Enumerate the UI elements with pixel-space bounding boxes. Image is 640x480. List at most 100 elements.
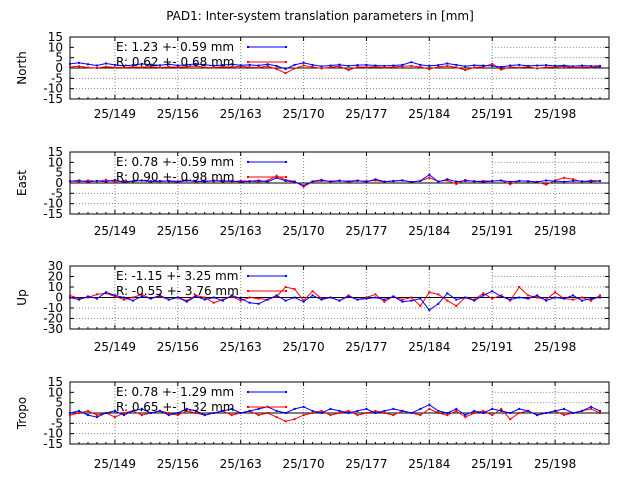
data-point-e bbox=[563, 297, 566, 300]
data-point-e bbox=[293, 180, 296, 183]
data-point-r bbox=[437, 412, 440, 414]
data-point-e bbox=[509, 412, 512, 414]
data-point-e bbox=[428, 173, 431, 176]
data-point-r bbox=[275, 416, 278, 419]
x-tick-label: 25/184 bbox=[408, 224, 450, 238]
data-point-r bbox=[518, 66, 521, 69]
data-point-e bbox=[419, 179, 422, 182]
data-point-e bbox=[69, 62, 71, 65]
series-line-e bbox=[69, 404, 601, 418]
data-point-e bbox=[374, 296, 377, 299]
data-point-r bbox=[428, 407, 431, 410]
legend-marker bbox=[285, 406, 287, 408]
x-tick-label: 25/177 bbox=[345, 457, 387, 471]
data-point-e bbox=[590, 405, 593, 408]
data-point-e bbox=[500, 179, 503, 182]
legend-marker bbox=[285, 275, 287, 277]
data-point-e bbox=[275, 176, 278, 179]
data-point-e bbox=[77, 409, 80, 412]
y-tick-label: 10 bbox=[48, 280, 63, 294]
data-point-e bbox=[554, 180, 557, 183]
data-point-r bbox=[590, 299, 593, 302]
data-point-e bbox=[149, 63, 152, 66]
data-point-e bbox=[122, 64, 125, 67]
data-point-r bbox=[455, 66, 458, 69]
data-point-r bbox=[158, 295, 161, 298]
data-point-r bbox=[221, 298, 224, 301]
data-point-r bbox=[518, 412, 521, 414]
data-point-r bbox=[320, 297, 323, 300]
data-point-e bbox=[455, 407, 458, 410]
data-point-e bbox=[518, 407, 521, 410]
data-point-e bbox=[491, 64, 494, 67]
data-point-e bbox=[383, 64, 386, 67]
data-point-e bbox=[293, 63, 296, 66]
data-point-e bbox=[113, 409, 116, 412]
data-point-e bbox=[446, 292, 449, 295]
data-point-e bbox=[446, 412, 449, 414]
data-point-e bbox=[419, 297, 422, 300]
y-tick-label: 0 bbox=[55, 291, 63, 305]
data-point-e bbox=[437, 180, 440, 183]
data-point-e bbox=[527, 180, 530, 183]
x-tick-label: 25/198 bbox=[534, 107, 576, 121]
x-tick-label: 25/191 bbox=[471, 224, 513, 238]
data-point-r bbox=[437, 293, 440, 296]
data-point-e bbox=[455, 298, 458, 301]
data-point-e bbox=[149, 297, 152, 300]
data-point-e bbox=[185, 179, 188, 182]
x-tick-label: 25/156 bbox=[157, 340, 199, 354]
data-point-r bbox=[266, 65, 269, 68]
data-point-e bbox=[149, 180, 152, 183]
data-point-e bbox=[230, 63, 233, 66]
data-point-e bbox=[455, 63, 458, 66]
data-point-r bbox=[581, 296, 584, 299]
data-point-r bbox=[338, 412, 341, 414]
data-point-r bbox=[464, 416, 467, 419]
data-point-e bbox=[410, 61, 413, 64]
x-tick-label: 25/170 bbox=[282, 224, 324, 238]
data-point-r bbox=[69, 294, 71, 297]
data-point-e bbox=[248, 180, 251, 183]
data-point-e bbox=[302, 61, 305, 64]
data-point-e bbox=[212, 412, 215, 414]
data-point-r bbox=[392, 65, 395, 68]
data-point-e bbox=[176, 180, 179, 183]
data-point-r bbox=[437, 65, 440, 68]
data-point-e bbox=[572, 65, 575, 68]
data-point-r bbox=[230, 295, 233, 298]
data-point-r bbox=[257, 414, 260, 417]
data-point-e bbox=[203, 180, 206, 183]
data-point-e bbox=[77, 61, 80, 64]
y-tick-label: 0 bbox=[55, 61, 63, 75]
data-point-r bbox=[239, 65, 242, 68]
data-point-r bbox=[482, 409, 485, 412]
data-point-e bbox=[572, 412, 575, 414]
data-point-r bbox=[185, 299, 188, 302]
data-point-e bbox=[473, 299, 476, 302]
data-point-r bbox=[311, 290, 314, 293]
data-point-r bbox=[320, 179, 323, 182]
x-tick-label: 25/163 bbox=[220, 457, 262, 471]
data-point-r bbox=[500, 68, 503, 71]
data-point-r bbox=[545, 298, 548, 301]
y-axis-label: North bbox=[15, 51, 29, 85]
data-point-e bbox=[212, 64, 215, 67]
data-point-e bbox=[221, 64, 224, 67]
data-point-e bbox=[509, 64, 512, 67]
data-point-r bbox=[194, 412, 197, 414]
data-point-e bbox=[131, 409, 134, 412]
data-point-r bbox=[248, 66, 251, 69]
x-tick-label: 25/198 bbox=[534, 340, 576, 354]
data-point-r bbox=[113, 416, 116, 419]
data-point-e bbox=[419, 63, 422, 66]
legend-marker bbox=[247, 176, 249, 178]
data-point-e bbox=[599, 296, 602, 299]
data-point-e bbox=[149, 412, 152, 414]
data-point-e bbox=[131, 64, 134, 67]
series-line-e bbox=[69, 61, 601, 70]
data-point-r bbox=[122, 298, 125, 301]
legend-marker bbox=[247, 61, 249, 63]
x-tick-label: 25/156 bbox=[157, 224, 199, 238]
